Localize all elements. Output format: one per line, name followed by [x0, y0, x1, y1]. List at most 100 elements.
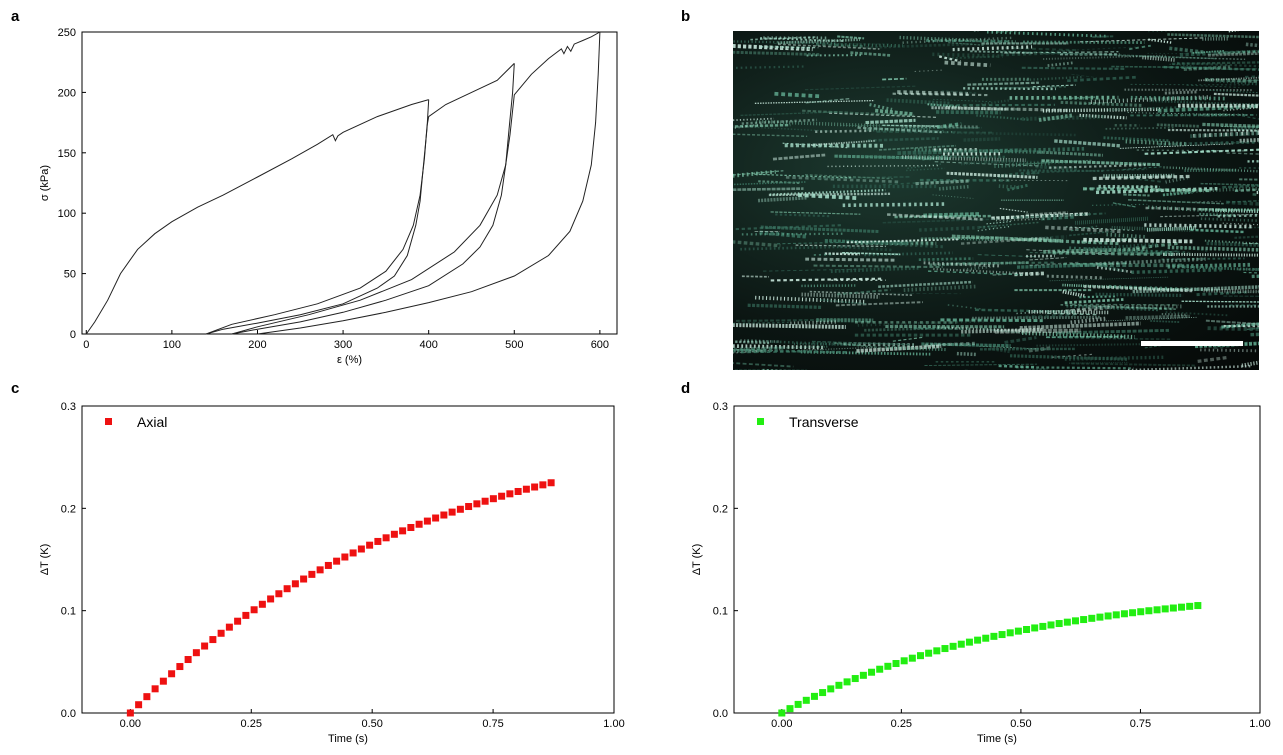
data-point-c	[258, 600, 266, 608]
tissue-fiber	[951, 234, 1064, 243]
data-point-c	[291, 580, 299, 588]
tissue-fiber	[928, 270, 1022, 276]
tissue-fiber	[937, 326, 1028, 332]
tissue-fiber	[837, 288, 891, 296]
plot-frame-d	[733, 405, 1261, 714]
tissue-fiber	[1083, 237, 1193, 244]
tissue-fiber	[733, 187, 804, 192]
tissue-fiber	[918, 257, 974, 261]
tissue-fiber	[1063, 262, 1129, 265]
tissue-fiber	[943, 55, 998, 60]
y-tick-label-a: 200	[58, 87, 76, 99]
y-axis-label-a: σ (kPa)	[39, 165, 51, 201]
tissue-fiber	[1117, 55, 1246, 61]
tissue-fiber	[1161, 257, 1245, 261]
tissue-fiber	[1055, 328, 1169, 335]
tissue-fiber	[1167, 245, 1259, 252]
data-point-c	[234, 617, 242, 625]
tissue-fiber	[879, 292, 961, 295]
data-point-c	[514, 487, 522, 495]
tissue-fiber	[967, 81, 1039, 86]
tissue-fiber	[971, 315, 1100, 320]
y-axis-label-d: ΔT (K)	[691, 544, 703, 576]
tissue-fiber	[915, 179, 969, 186]
tissue-fiber	[1144, 223, 1254, 229]
data-point-d	[916, 652, 924, 660]
data-point-d	[868, 668, 876, 676]
tissue-fiber	[1066, 304, 1161, 312]
tissue-fiber	[1167, 33, 1259, 39]
tissue-fiber	[1013, 212, 1106, 219]
tissue-fiber	[920, 236, 1004, 240]
tissue-fiber	[1100, 264, 1126, 273]
data-point-d	[819, 689, 827, 697]
tissue-fiber	[867, 137, 939, 142]
tissue-fiber	[763, 268, 865, 272]
data-point-c	[531, 483, 539, 491]
tissue-fiber	[886, 98, 951, 106]
x-tick-label-c: 0.00	[120, 718, 141, 730]
tissue-fiber	[810, 139, 876, 146]
tissue-fiber	[813, 253, 835, 256]
tissue-fiber	[733, 181, 806, 186]
legend-marker-c	[105, 418, 112, 425]
tissue-fiber	[1183, 265, 1259, 272]
data-point-d	[1039, 622, 1047, 630]
tissue-fiber	[1169, 46, 1206, 54]
data-point-d	[884, 662, 892, 670]
tissue-fiber	[1177, 245, 1208, 252]
tissue-fiber	[772, 153, 826, 161]
y-tick-label-d: 0.0	[713, 708, 728, 720]
tissue-fiber	[1070, 225, 1098, 232]
tissue-fiber	[986, 220, 1013, 225]
tissue-fiber	[1197, 355, 1227, 363]
data-point-c	[300, 575, 308, 583]
data-point-d	[1186, 602, 1194, 610]
tissue-fiber	[954, 238, 1003, 242]
tissue-fiber	[1223, 324, 1259, 328]
data-point-d	[1096, 613, 1104, 621]
tissue-fiber	[1106, 232, 1147, 239]
x-tick-label-a: 0	[83, 339, 89, 351]
data-point-c	[432, 514, 440, 522]
tissue-fiber	[892, 92, 989, 97]
tissue-fiber	[740, 245, 852, 251]
tissue-fiber	[1128, 199, 1224, 205]
tissue-fiber	[1213, 92, 1259, 97]
tissue-fiber	[733, 50, 820, 57]
tissue-fiber	[1070, 316, 1107, 325]
data-point-c	[357, 545, 365, 553]
tissue-fiber	[941, 89, 978, 94]
tissue-fiber	[740, 111, 840, 117]
data-point-d	[1104, 612, 1112, 620]
tissue-fiber	[1147, 205, 1235, 214]
tissue-fiber	[740, 339, 782, 343]
tissue-fiber	[733, 40, 836, 45]
tissue-fiber	[1213, 343, 1235, 350]
data-point-d	[794, 700, 802, 708]
tissue-fiber	[1125, 139, 1189, 147]
tissue-fiber	[947, 304, 982, 310]
tissue-fiber	[1005, 46, 1078, 52]
data-point-c	[448, 508, 456, 516]
tissue-fiber	[977, 254, 1036, 258]
y-tick-label-c: 0.0	[61, 708, 76, 720]
data-point-c	[522, 485, 530, 493]
tissue-fiber	[977, 225, 1011, 232]
tissue-fiber	[938, 55, 961, 63]
tissue-fiber	[901, 124, 979, 129]
data-point-d	[1153, 606, 1161, 614]
tissue-fiber	[1016, 262, 1107, 269]
tissue-fiber	[903, 284, 978, 292]
x-axis-label-c: Time (s)	[328, 733, 368, 745]
tissue-fiber	[1150, 320, 1180, 323]
tissue-fiber	[1221, 322, 1259, 329]
tissue-fiber	[1119, 143, 1234, 149]
tissue-fiber	[733, 323, 846, 330]
tissue-fiber	[1123, 193, 1150, 197]
tissue-fiber	[933, 98, 993, 103]
tissue-fiber	[733, 346, 784, 351]
tissue-fiber	[1038, 113, 1073, 123]
tissue-fiber	[963, 264, 996, 272]
